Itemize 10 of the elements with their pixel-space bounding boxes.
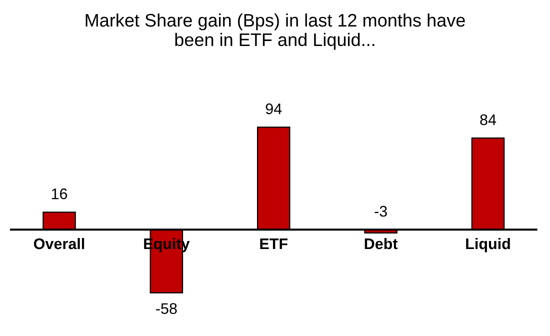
x-tick-label: Overall <box>34 238 84 250</box>
x-tick-label: Liquid <box>466 238 510 252</box>
x-tick-label: ETF <box>260 238 288 250</box>
chart-title: Market Share gain (Bps) in last 12 months have been in ETF and Liquid... <box>86 13 465 50</box>
data-label: 94 <box>266 103 282 114</box>
data-label: 84 <box>480 114 496 126</box>
data-label: -58 <box>156 303 177 314</box>
data-label: -3 <box>374 206 387 217</box>
data-label: 16 <box>52 188 68 200</box>
x-tick-label: Debt <box>364 238 398 250</box>
